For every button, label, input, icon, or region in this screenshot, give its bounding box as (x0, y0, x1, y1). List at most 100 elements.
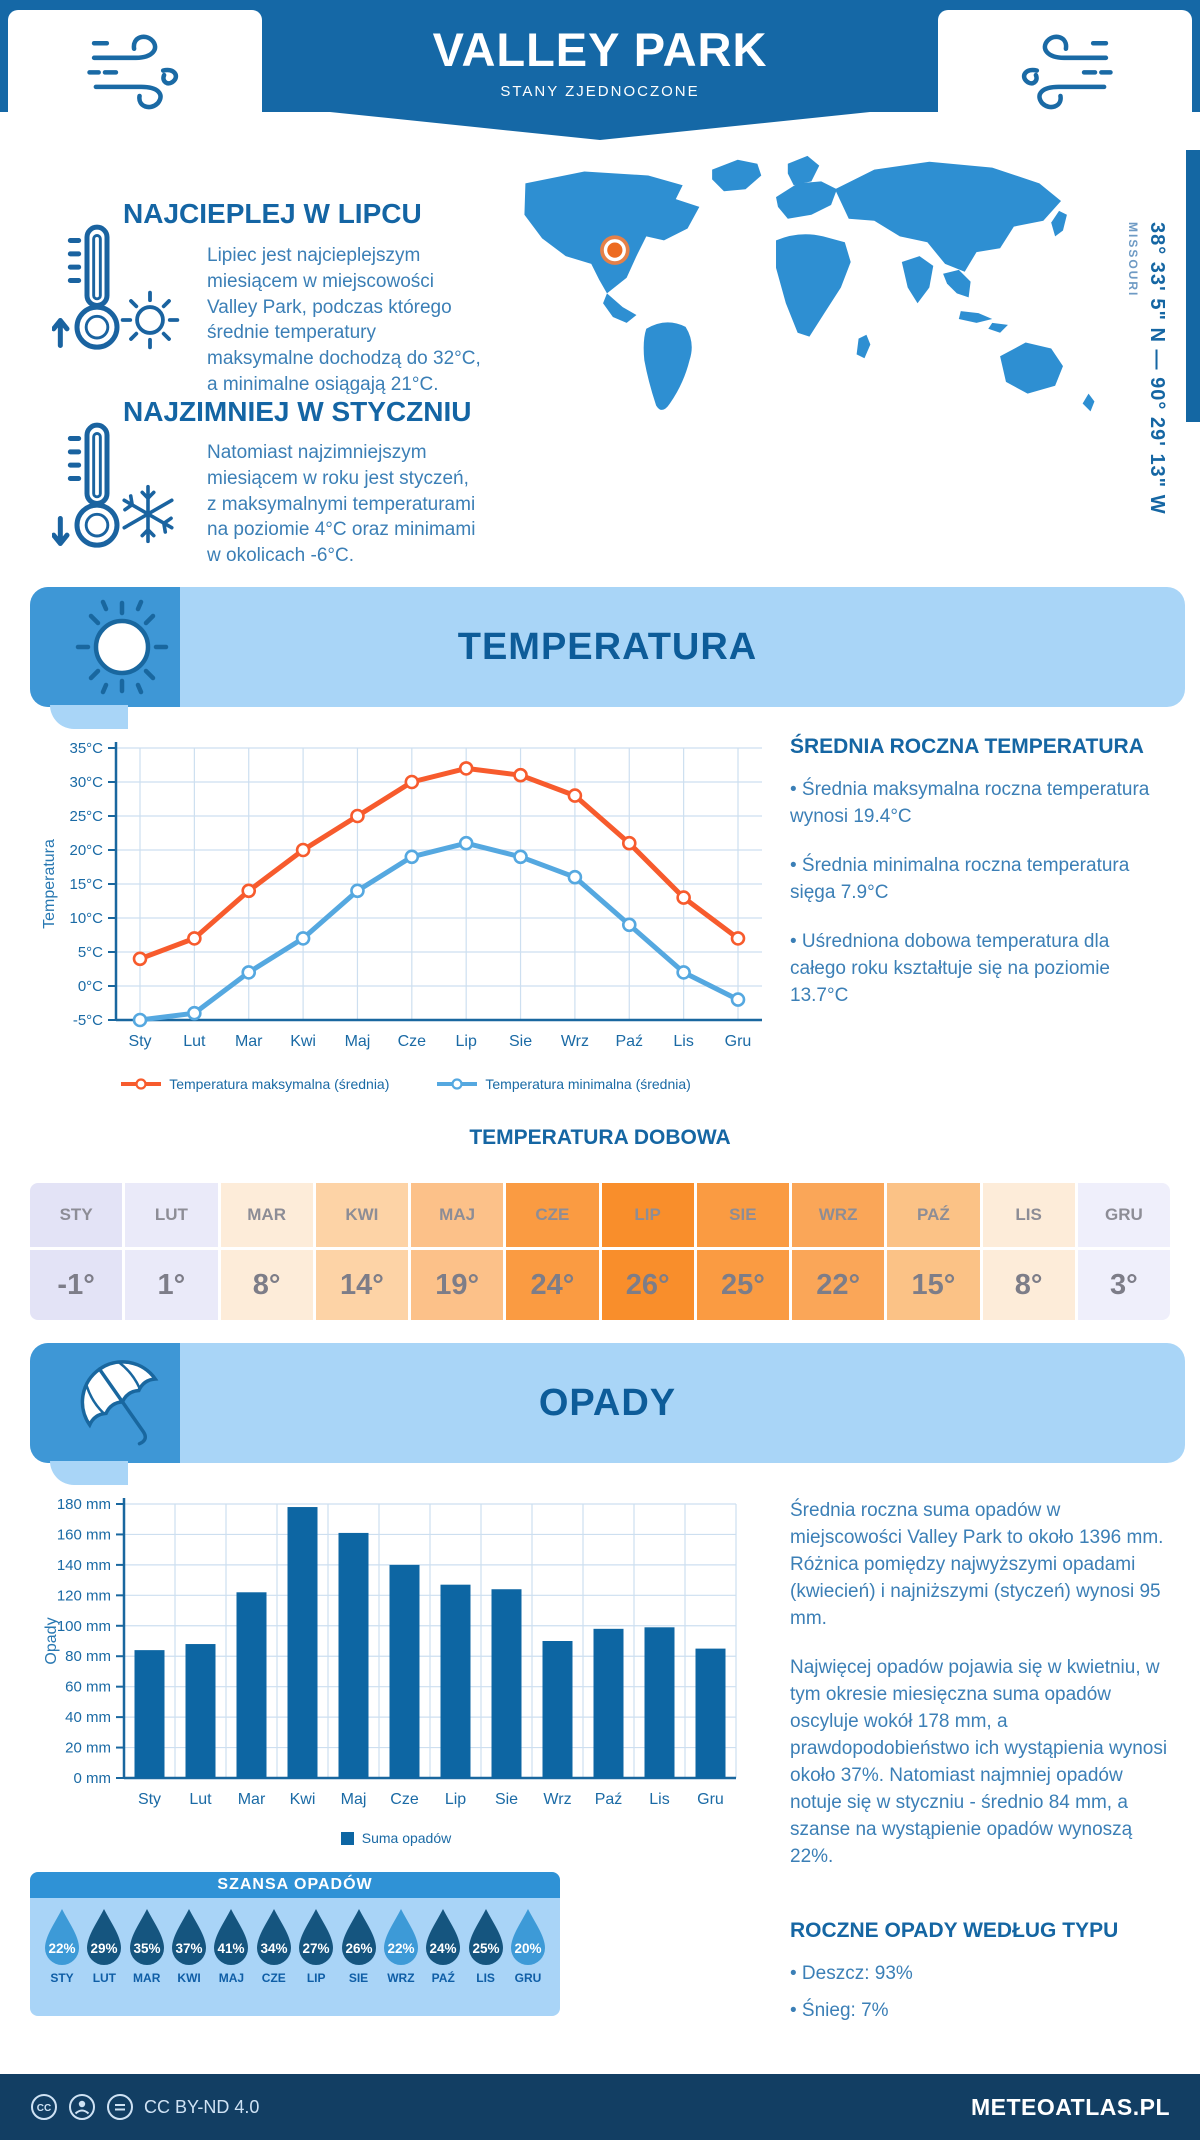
svg-text:20%: 20% (514, 1941, 541, 1956)
svg-text:CC: CC (37, 2103, 51, 2114)
svg-text:Lip: Lip (445, 1791, 466, 1808)
svg-text:Paź: Paź (615, 1033, 643, 1050)
daily-table-value: 8° (220, 1250, 313, 1320)
svg-text:Paź: Paź (595, 1791, 623, 1808)
svg-text:-5°C: -5°C (73, 1012, 103, 1029)
svg-text:30°C: 30°C (69, 774, 103, 791)
precipitation-paragraph: Średnia roczna suma opadów w miejscowośc… (790, 1500, 1164, 1629)
rain-chance-droplet: 29% LUT (84, 1908, 124, 1985)
footer: CC CC BY-ND 4.0 METEOATLAS.PL (0, 2074, 1200, 2140)
daily-table-month: WRZ (792, 1183, 885, 1247)
rain-chance-droplet: 27% LIP (296, 1908, 336, 1985)
svg-text:Wrz: Wrz (561, 1033, 589, 1050)
svg-text:25°C: 25°C (69, 808, 103, 825)
daily-table-value: 8° (982, 1250, 1075, 1320)
precipitation-paragraph: Najwięcej opadów pojawia się w kwietniu,… (790, 1656, 1168, 1867)
svg-text:Gru: Gru (725, 1033, 752, 1050)
svg-text:160 mm: 160 mm (57, 1526, 111, 1543)
annual-temperature-panel: ŚREDNIA ROCZNA TEMPERATURA • Średnia mak… (790, 735, 1170, 1032)
svg-text:20 mm: 20 mm (65, 1740, 111, 1757)
svg-text:60 mm: 60 mm (65, 1679, 111, 1696)
temperature-banner-title: TEMPERATURA (457, 625, 758, 668)
warm-heading: NAJCIEPLEJ W LIPCU (123, 198, 422, 229)
brand-label: METEOATLAS.PL (970, 2093, 1170, 2120)
svg-text:Sie: Sie (509, 1033, 532, 1050)
rain-chance-droplet: 24% PAŹ (423, 1908, 463, 1985)
svg-text:27%: 27% (303, 1941, 330, 1956)
rain-chance-droplet: 22% STY (42, 1908, 82, 1985)
wind-icon (1015, 16, 1115, 116)
svg-text:Sty: Sty (128, 1033, 151, 1050)
annual-bullet: • Uśredniona dobowa temperatura dla całe… (790, 930, 1111, 1006)
svg-text:25%: 25% (472, 1941, 499, 1956)
geo-region: MISSOURI (1126, 222, 1140, 298)
daily-table-month: SIE (696, 1183, 789, 1247)
wind-icon (85, 16, 185, 116)
svg-text:100 mm: 100 mm (57, 1618, 111, 1635)
svg-text:20°C: 20°C (69, 842, 103, 859)
svg-text:Sty: Sty (138, 1791, 161, 1808)
header-card-left (8, 10, 262, 122)
daily-table-month: CZE (506, 1183, 599, 1247)
annual-bullet: • Średnia minimalna roczna temperatura s… (790, 854, 1130, 903)
svg-text:Temperatura: Temperatura (41, 839, 58, 929)
precipitation-banner-title: OPADY (538, 1381, 677, 1424)
legend-item: Temperatura maksymalna (średnia) (121, 1076, 389, 1092)
svg-text:0°C: 0°C (78, 978, 103, 995)
page-title: VALLEY PARK (432, 23, 768, 76)
svg-text:22%: 22% (387, 1941, 414, 1956)
rain-chance-droplet: 25% LIS (466, 1908, 506, 1985)
svg-text:Gru: Gru (697, 1791, 724, 1808)
legend-item: Suma opadów (340, 1830, 451, 1846)
rain-chance-droplet: 22% WRZ (381, 1908, 421, 1985)
daily-table-value: 19° (411, 1250, 504, 1320)
license-group: CC CC BY-ND 4.0 (30, 2093, 259, 2121)
svg-text:Kwi: Kwi (290, 1791, 316, 1808)
svg-text:10°C: 10°C (69, 910, 103, 927)
svg-text:41%: 41% (218, 1941, 245, 1956)
daily-temperature-heading: TEMPERATURA DOBOWA (469, 1126, 731, 1149)
rain-chance-droplets: 22% STY 29% LUT 35% MAR 37% KWI 41% MAJ 34% CZE 27% L… (30, 1898, 560, 2016)
title-banner: VALLEY PARK STANY ZJEDNOCZONE (330, 0, 870, 140)
svg-text:Wrz: Wrz (543, 1791, 571, 1808)
svg-text:Lut: Lut (189, 1791, 212, 1808)
daily-table-month: LIS (982, 1183, 1075, 1247)
svg-text:24%: 24% (430, 1941, 457, 1956)
right-accent-bar (1186, 150, 1200, 422)
geo-coords-text: 38° 33' 5" N — 90° 29' 13" W (1146, 222, 1168, 515)
svg-text:Mar: Mar (238, 1791, 266, 1808)
daily-table-value: 22° (792, 1250, 885, 1320)
daily-table-month: MAJ (411, 1183, 504, 1247)
svg-text:26%: 26% (345, 1941, 372, 1956)
svg-text:Mar: Mar (235, 1033, 263, 1050)
daily-table-value: 26° (601, 1250, 694, 1320)
svg-text:Lip: Lip (456, 1033, 477, 1050)
cold-text: Natomiast najzimniejszym miesiącem w rok… (207, 442, 476, 567)
banner-tail (50, 705, 128, 729)
continents (524, 155, 1095, 412)
rain-chance-panel: SZANSA OPADÓW 22% STY 29% LUT 35% MAR 37% KWI 41… (30, 1872, 560, 2016)
temperature-chart-legend: Temperatura maksymalna (średnia) Temperat… (36, 1076, 776, 1092)
license-label: CC BY-ND 4.0 (144, 2096, 260, 2117)
daily-table-month: PAŹ (887, 1183, 980, 1247)
svg-text:140 mm: 140 mm (57, 1557, 111, 1574)
svg-text:29%: 29% (91, 1941, 118, 1956)
daily-table-value: 25° (696, 1250, 789, 1320)
location-marker (600, 235, 630, 265)
svg-text:37%: 37% (176, 1941, 203, 1956)
svg-text:15°C: 15°C (69, 876, 103, 893)
world-map (478, 146, 1133, 431)
daily-table-value: -1° (30, 1250, 123, 1320)
svg-text:Maj: Maj (341, 1791, 367, 1808)
svg-text:180 mm: 180 mm (57, 1496, 111, 1513)
sun-badge-icon (70, 595, 174, 699)
svg-text:40 mm: 40 mm (65, 1709, 111, 1726)
legend-item: Temperatura minimalna (średnia) (437, 1076, 691, 1092)
svg-text:Cze: Cze (390, 1791, 419, 1808)
attribution-person-icon (68, 2093, 96, 2121)
svg-text:80 mm: 80 mm (65, 1648, 111, 1665)
daily-temperature-table: STY LUT MAR KWI MAJ CZE LIP SIE WRZ PAŹ LIS GRU -1° 1… (30, 1183, 1170, 1320)
svg-text:34%: 34% (260, 1941, 287, 1956)
svg-text:Opady: Opady (43, 1617, 60, 1664)
svg-text:0 mm: 0 mm (74, 1770, 112, 1787)
